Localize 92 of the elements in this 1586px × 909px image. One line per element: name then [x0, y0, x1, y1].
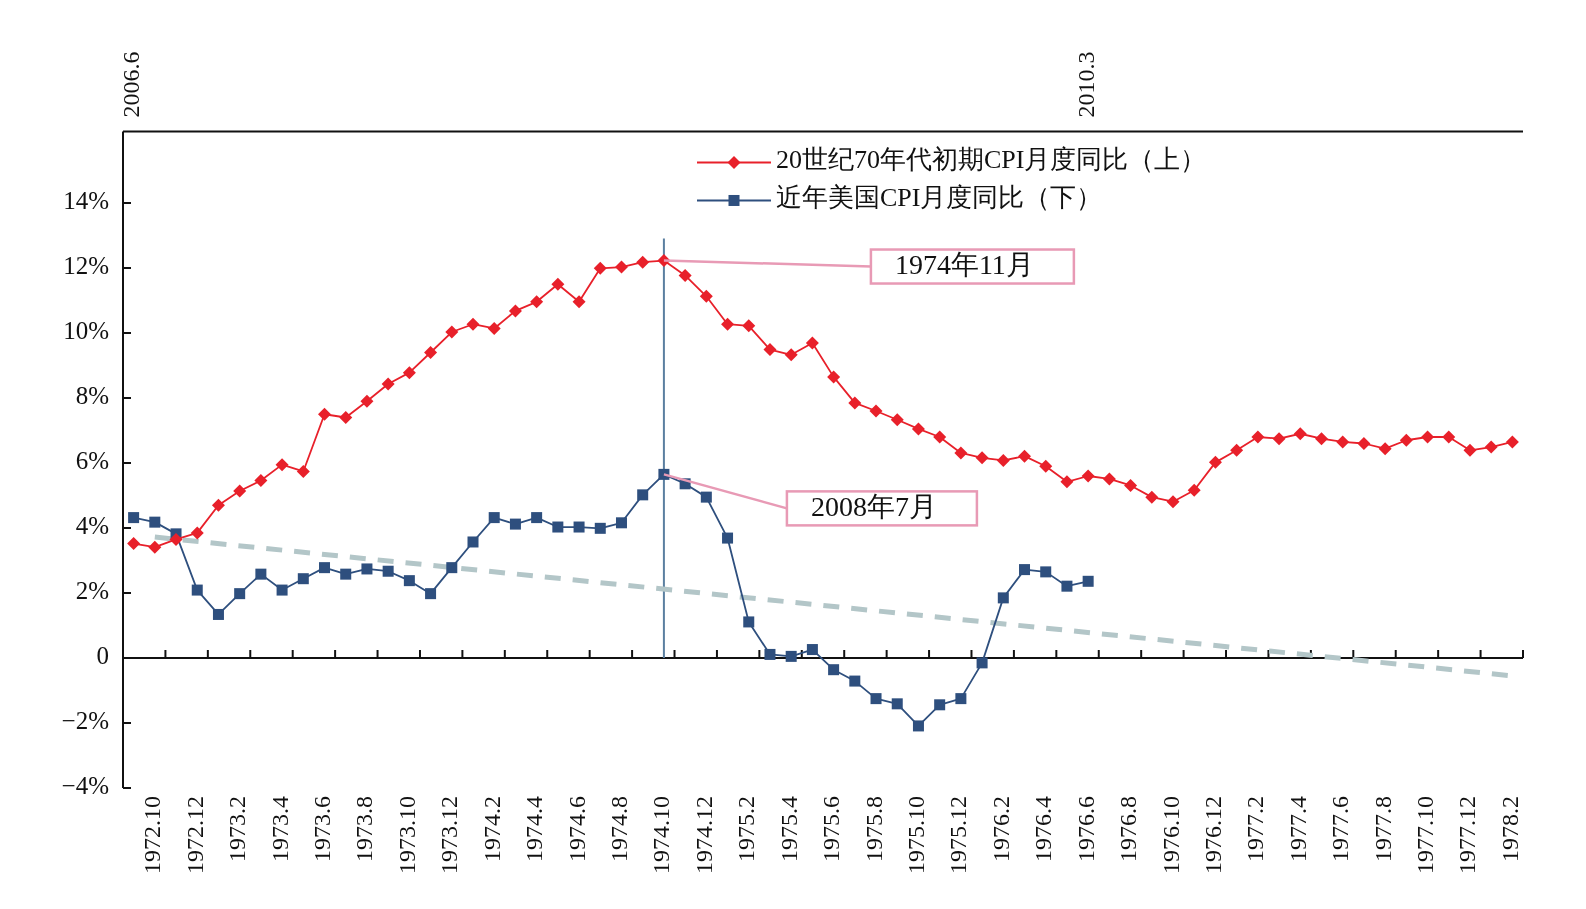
x-tick-label: 1977.12	[1454, 796, 1481, 874]
annotation: 2008年7月	[810, 490, 937, 522]
y-tick-label: 4%	[75, 511, 109, 539]
point	[340, 568, 352, 580]
x-tick-label: 1972.12	[181, 796, 208, 874]
legend-label: 20世纪70年代初期CPI月度同比（上）	[776, 145, 1207, 175]
x-tick-label: 1973.8	[351, 796, 378, 862]
x-tick-label: 1976.12	[1199, 796, 1226, 874]
point	[276, 584, 288, 596]
point	[297, 573, 309, 585]
x-tick-label: 1977.4	[1284, 796, 1311, 862]
annotation: 1974年11月	[894, 248, 1034, 280]
y-tick-label: 10%	[63, 316, 109, 344]
point	[912, 720, 924, 732]
x-tick-label: 1972.10	[139, 796, 166, 874]
point	[743, 616, 755, 628]
point	[467, 536, 479, 548]
point	[1019, 564, 1031, 576]
x-tick-label: 1974.8	[605, 796, 632, 862]
point	[531, 512, 543, 524]
point	[828, 664, 840, 676]
point	[255, 568, 267, 580]
point	[594, 522, 606, 534]
x-tick-label: 1977.8	[1369, 796, 1396, 862]
point	[149, 516, 161, 528]
point	[615, 517, 627, 529]
x-tick-label: 1978.2	[1496, 796, 1523, 862]
point	[955, 693, 967, 705]
x-tick-label: 1975.10	[902, 796, 929, 874]
point	[764, 648, 776, 660]
point	[785, 650, 797, 662]
point	[446, 562, 458, 574]
y-tick-label: 12%	[63, 251, 109, 279]
point	[806, 644, 818, 656]
x-tick-label: 1977.6	[1327, 796, 1354, 862]
y-tick-label: 0	[96, 641, 109, 669]
y-tick-label: 8%	[75, 381, 109, 409]
x-tick-label: 1976.6	[1072, 796, 1099, 862]
x-tick-label: 1975.8	[860, 796, 887, 862]
point	[891, 698, 903, 710]
x-tick-label: 1975.4	[775, 796, 802, 862]
x-tick-label: 1976.10	[1157, 796, 1184, 874]
point	[870, 693, 882, 705]
point	[976, 657, 988, 669]
y-tick-label: 2%	[75, 576, 109, 604]
point	[361, 563, 373, 575]
x-tick-label: 1974.12	[690, 796, 717, 874]
x-tick-label: 1974.6	[563, 796, 590, 862]
point	[319, 562, 331, 574]
x-tick-label: 1974.2	[478, 796, 505, 862]
legend-label: 近年美国CPI月度同比（下）	[776, 183, 1103, 213]
x-tick-label: 1976.2	[987, 796, 1014, 862]
point	[997, 592, 1009, 604]
point	[573, 521, 585, 533]
x-tick-label: 1974.4	[521, 796, 548, 862]
x-tick-label: 1973.10	[393, 796, 420, 874]
x2-tick-label: 2006.6	[118, 51, 145, 118]
point	[637, 489, 649, 501]
x2-tick-label: 2010.3	[1072, 51, 1099, 118]
x-tick-label: 1975.12	[945, 796, 972, 874]
y-tick-label: −4%	[61, 771, 109, 799]
y-tick-label: −2%	[61, 706, 109, 734]
point	[488, 512, 500, 524]
point	[425, 588, 437, 600]
x-tick-label: 1973.6	[309, 796, 336, 862]
point	[128, 512, 140, 524]
point	[1082, 575, 1094, 587]
x-tick-label: 1976.8	[1115, 796, 1142, 862]
x-tick-label: 1973.12	[436, 796, 463, 874]
point	[552, 521, 564, 533]
x-tick-label: 1974.10	[648, 796, 675, 874]
point	[191, 584, 203, 596]
x-tick-label: 1973.2	[224, 796, 251, 862]
point	[700, 491, 712, 503]
point	[1040, 566, 1052, 578]
x-tick-label: 1977.10	[1412, 796, 1439, 874]
point	[234, 588, 246, 600]
x-tick-label: 1973.4	[266, 796, 293, 862]
point	[382, 565, 394, 577]
point	[849, 675, 861, 687]
point	[403, 575, 415, 587]
x-tick-label: 1975.6	[818, 796, 845, 862]
x-tick-label: 1975.2	[733, 796, 760, 862]
point	[509, 518, 521, 530]
x-tick-label: 1977.2	[1242, 796, 1269, 862]
point	[212, 608, 224, 620]
point	[934, 699, 946, 711]
point	[1061, 580, 1073, 592]
x-tick-label: 1976.4	[1030, 796, 1057, 862]
y-tick-label: 14%	[63, 186, 109, 214]
point	[722, 532, 734, 544]
y-tick-label: 6%	[75, 446, 109, 474]
